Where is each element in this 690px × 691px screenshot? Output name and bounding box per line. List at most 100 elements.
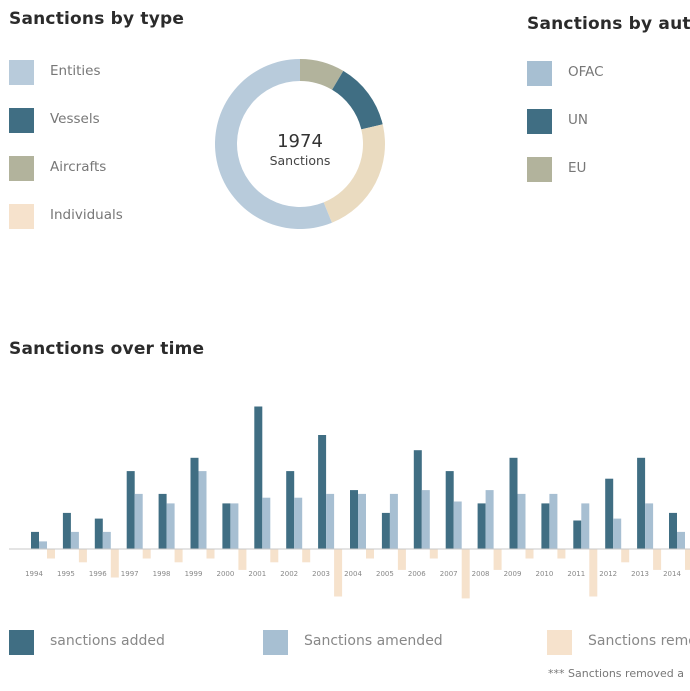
bar-sanctions-added-1998[interactable] <box>158 493 167 549</box>
bar-sanctions-remo-2006[interactable] <box>429 549 438 559</box>
legend-swatch-amended <box>263 630 288 655</box>
legend-label: Vessels <box>50 111 100 127</box>
bar-sanctions-remo-1994[interactable] <box>47 549 55 559</box>
legend-label: Sanctions amended <box>304 633 443 649</box>
x-tick-label: 2013 <box>631 570 649 578</box>
bar-sanctions-remo-2010[interactable] <box>557 549 566 559</box>
donut-slice-aircrafts[interactable] <box>300 59 344 90</box>
bar-sanctions-remo-2007[interactable] <box>461 549 470 599</box>
x-tick-label: 2009 <box>504 570 522 578</box>
bar-sanctions-added-1999[interactable] <box>190 457 199 549</box>
bar-sanctions-amended-1999[interactable] <box>198 471 207 549</box>
x-tick-label: 2012 <box>599 570 617 578</box>
bar-sanctions-added-1996[interactable] <box>94 518 103 549</box>
bar-sanctions-remo-1997[interactable] <box>142 549 151 559</box>
x-tick-label: 1994 <box>25 570 43 578</box>
bar-sanctions-remo-2000[interactable] <box>238 549 247 570</box>
bar-sanctions-amended-2013[interactable] <box>645 503 654 549</box>
bar-sanctions-amended-2007[interactable] <box>453 501 462 550</box>
bar-sanctions-remo-1999[interactable] <box>206 549 215 559</box>
x-tick-label: 1995 <box>57 570 75 578</box>
bar-sanctions-added-2008[interactable] <box>477 503 486 549</box>
bar-sanctions-remo-2009[interactable] <box>525 549 534 559</box>
bar-sanctions-amended-2003[interactable] <box>326 493 335 549</box>
bar-sanctions-amended-2002[interactable] <box>294 497 303 549</box>
bar-sanctions-added-2011[interactable] <box>573 520 582 550</box>
bar-sanctions-added-2002[interactable] <box>286 471 295 549</box>
bar-sanctions-amended-2001[interactable] <box>262 497 271 549</box>
bar-sanctions-added-1995[interactable] <box>62 512 71 549</box>
bar-sanctions-amended-2012[interactable] <box>613 518 622 549</box>
bar-sanctions-added-2007[interactable] <box>445 471 454 549</box>
bar-sanctions-amended-1995[interactable] <box>70 531 79 549</box>
bar-sanctions-added-2006[interactable] <box>413 450 422 549</box>
donut-slice-individuals[interactable] <box>323 124 385 223</box>
sanctions-over-time-chart: 1994 1995 1996 1997 1998 1999 2000 2001 2002 2003… <box>9 406 690 599</box>
bar-sanctions-added-2004[interactable] <box>350 490 358 549</box>
bar-sanctions-amended-2011[interactable] <box>581 503 590 549</box>
bar-sanctions-remo-2012[interactable] <box>621 549 630 563</box>
legend-swatch-individuals <box>9 204 34 229</box>
x-tick-label: 2004 <box>344 570 362 578</box>
legend-label: Entities <box>50 63 101 79</box>
x-tick-label: 2011 <box>567 570 585 578</box>
bar-sanctions-amended-2004[interactable] <box>358 493 366 549</box>
x-tick-label: 1997 <box>121 570 139 578</box>
legend-label: Sanctions remo <box>588 633 690 649</box>
bar-sanctions-amended-1994[interactable] <box>39 541 47 549</box>
x-tick-label: 2008 <box>472 570 490 578</box>
bar-sanctions-remo-2005[interactable] <box>397 549 406 570</box>
bar-sanctions-added-2005[interactable] <box>381 512 390 549</box>
donut-total-label: Sanctions <box>270 153 331 168</box>
bar-sanctions-amended-2010[interactable] <box>549 493 558 549</box>
bar-sanctions-amended-2014[interactable] <box>677 531 685 549</box>
bar-sanctions-remo-2002[interactable] <box>302 549 311 563</box>
x-tick-label: 1998 <box>153 570 171 578</box>
bar-sanctions-added-2013[interactable] <box>637 457 646 549</box>
bar-sanctions-amended-2008[interactable] <box>485 490 494 549</box>
x-tick-label: 2002 <box>280 570 298 578</box>
bar-sanctions-remo-1995[interactable] <box>78 549 87 563</box>
bar-sanctions-added-2001[interactable] <box>254 406 263 550</box>
bar-sanctions-remo-2004[interactable] <box>366 549 374 559</box>
bar-sanctions-amended-2005[interactable] <box>389 493 398 549</box>
bar-sanctions-remo-1998[interactable] <box>174 549 183 563</box>
bar-sanctions-added-2010[interactable] <box>541 503 550 549</box>
bar-sanctions-amended-1998[interactable] <box>166 503 175 549</box>
bar-sanctions-amended-2009[interactable] <box>517 493 526 549</box>
bar-sanctions-remo-2013[interactable] <box>653 549 662 570</box>
x-tick-label: 2000 <box>216 570 234 578</box>
donut-total: 1974 <box>277 131 323 152</box>
bar-sanctions-added-1994[interactable] <box>31 531 39 549</box>
bar-sanctions-added-2003[interactable] <box>318 435 327 549</box>
authority-panel-title: Sanctions by autho <box>527 14 690 34</box>
bar-sanctions-remo-2011[interactable] <box>589 549 598 597</box>
x-tick-label: 2001 <box>248 570 266 578</box>
bar-sanctions-amended-1996[interactable] <box>102 531 111 549</box>
donut-slice-vessels[interactable] <box>332 70 383 130</box>
bar-sanctions-remo-2014[interactable] <box>685 549 690 570</box>
sanctions-type-donut[interactable]: 1974 Sanctions <box>208 52 392 236</box>
bar-sanctions-remo-1996[interactable] <box>110 549 119 578</box>
bar-sanctions-added-2009[interactable] <box>509 457 518 549</box>
legend-label: Aircrafts <box>50 159 107 175</box>
bar-sanctions-remo-2003[interactable] <box>334 549 343 597</box>
bar-sanctions-added-2014[interactable] <box>669 512 677 549</box>
x-tick-label: 1999 <box>185 570 203 578</box>
bar-sanctions-remo-2001[interactable] <box>270 549 279 563</box>
bar-sanctions-added-1997[interactable] <box>126 471 135 549</box>
time-panel-title: Sanctions over time <box>9 339 205 359</box>
bar-sanctions-amended-2006[interactable] <box>421 490 430 549</box>
bar-sanctions-added-2012[interactable] <box>605 478 614 549</box>
bar-sanctions-added-2000[interactable] <box>222 503 231 549</box>
donut-slice-entities[interactable] <box>214 59 332 229</box>
x-tick-label: 2005 <box>376 570 394 578</box>
bar-sanctions-remo-2008[interactable] <box>493 549 502 570</box>
legend-swatch-vessels <box>9 108 34 133</box>
footnote: *** Sanctions removed a <box>548 667 685 680</box>
bar-sanctions-amended-1997[interactable] <box>134 493 143 549</box>
x-tick-label: 2010 <box>535 570 553 578</box>
x-tick-label: 2003 <box>312 570 330 578</box>
bar-sanctions-amended-2000[interactable] <box>230 503 239 549</box>
legend-label: Individuals <box>50 207 123 223</box>
